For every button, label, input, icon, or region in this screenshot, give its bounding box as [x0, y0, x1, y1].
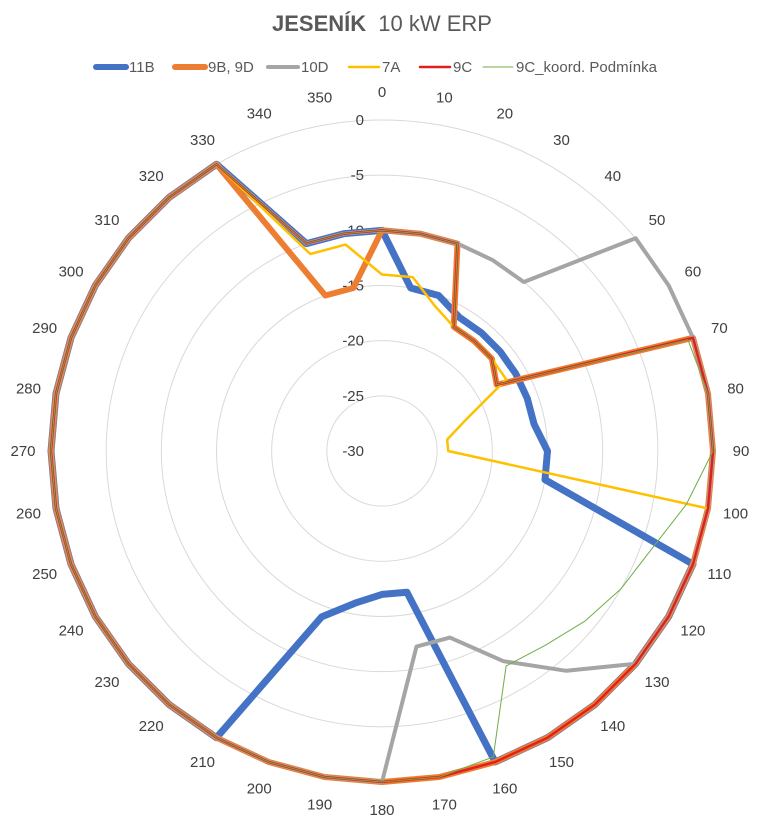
angle-label: 280 — [16, 381, 41, 398]
angle-labels: 0 10 20 30 40 50 60 70 80 90 100 110 120 130 140 150 160… — [10, 84, 749, 818]
angle-label: 80 — [727, 381, 744, 398]
angle-label: 20 — [496, 106, 513, 123]
legend-label: 9C_koord. Podmínka — [516, 59, 658, 76]
angle-label: 150 — [549, 754, 574, 771]
r-tick-label: -30 — [342, 443, 364, 460]
angle-label: 340 — [247, 106, 272, 123]
angle-label: 70 — [711, 320, 728, 337]
angle-label: 300 — [59, 264, 84, 281]
legend-label: 9C — [453, 59, 472, 76]
series-lines — [47, 160, 716, 785]
angle-label: 140 — [600, 718, 625, 735]
angle-label: 160 — [492, 780, 517, 797]
grid-ring-2 — [160, 229, 604, 673]
angle-label: 220 — [139, 718, 164, 735]
legend: 11B 9B, 9D 10D 7A 9C 9C_koord. Podmínka — [93, 59, 658, 76]
series-line-1 — [48, 161, 716, 785]
angle-label: 120 — [680, 623, 705, 640]
legend-label: 9B, 9D — [208, 59, 254, 76]
angle-label: 310 — [94, 212, 119, 229]
angle-label: 230 — [94, 674, 119, 691]
angle-label: 40 — [604, 168, 621, 185]
r-tick-label: -25 — [342, 388, 364, 405]
angle-label: 100 — [723, 505, 748, 522]
grid-ring-1 — [105, 174, 659, 728]
angle-label: 330 — [190, 132, 215, 149]
angle-label: 210 — [190, 754, 215, 771]
angle-label: 130 — [644, 674, 669, 691]
r-tick-label: 0 — [356, 112, 364, 129]
chart-title-rest: 10 kW ERP — [378, 11, 492, 36]
grid-ring-4 — [271, 340, 493, 562]
angle-label: 350 — [307, 89, 332, 106]
angle-label: 10 — [436, 89, 453, 106]
angle-label: 240 — [59, 623, 84, 640]
series-line-5 — [50, 163, 714, 783]
angle-label: 180 — [369, 802, 394, 818]
chart-title-bold: JESENÍK — [272, 11, 366, 36]
legend-label: 10D — [301, 59, 329, 76]
angle-label: 30 — [553, 132, 570, 149]
legend-label: 11B — [129, 59, 155, 76]
angle-label: 0 — [378, 84, 386, 101]
legend-label: 7A — [382, 59, 400, 76]
chart-title: JESENÍK 10 kW ERP — [272, 11, 492, 36]
angle-label: 290 — [32, 320, 57, 337]
angle-label: 260 — [16, 505, 41, 522]
r-tick-label: -20 — [342, 333, 364, 350]
angle-label: 170 — [432, 797, 457, 814]
angle-label: 50 — [649, 212, 666, 229]
angle-label: 320 — [139, 168, 164, 185]
angle-label: 270 — [10, 443, 35, 460]
angle-label: 60 — [685, 264, 702, 281]
angle-label: 190 — [307, 797, 332, 814]
angle-label: 250 — [32, 566, 57, 583]
grid-ring-5 — [326, 395, 438, 507]
r-tick-label: -5 — [351, 167, 364, 184]
grid-ring-3 — [216, 285, 548, 617]
angle-label: 90 — [733, 443, 750, 460]
angle-label: 110 — [707, 566, 731, 583]
angle-label: 200 — [247, 780, 272, 797]
